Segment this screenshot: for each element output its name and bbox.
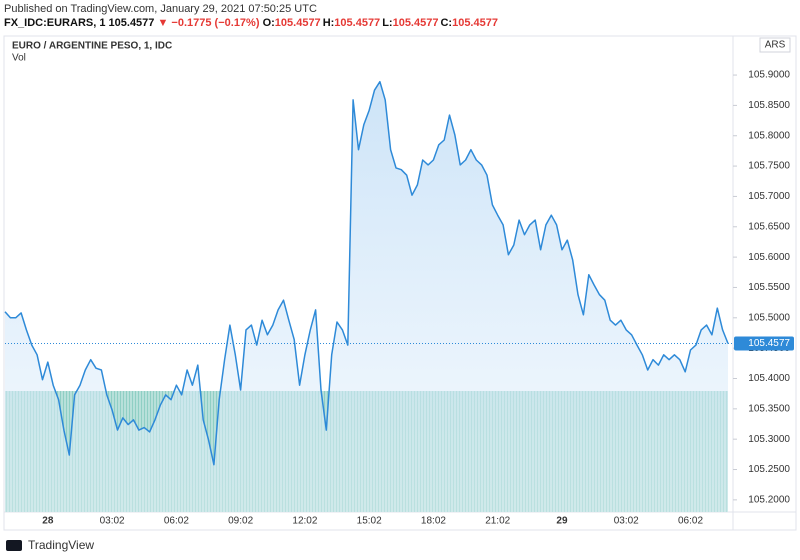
y-tick-label: 105.8500 [748,100,790,111]
x-tick-label: 28 [42,516,54,527]
ohlc-value: 105.4577 [452,17,498,29]
y-tick-label: 105.7000 [748,191,790,202]
x-tick-label: 15:02 [357,516,382,527]
ohlc-value: 105.4577 [392,17,439,29]
ohlc-label: C: [440,17,453,29]
unit-label: ARS [765,40,786,51]
y-tick-label: 105.3500 [748,403,790,414]
area-fill [5,81,728,512]
y-tick-label: 105.2500 [748,464,790,475]
y-tick-label: 105.4000 [748,373,790,384]
x-tick-label: 03:02 [614,516,639,527]
ohlc-value: 105.4577 [334,17,381,29]
y-tick-label: 105.6500 [748,221,790,232]
volume-label: Vol [12,53,26,64]
logo [6,540,22,551]
x-tick-label: 06:02 [678,516,703,527]
y-tick-label: 105.9000 [748,70,790,81]
x-tick-label: 06:02 [164,516,189,527]
brand: TradingView [28,538,94,552]
x-tick-label: 21:02 [485,516,510,527]
x-tick-label: 18:02 [421,516,446,527]
y-tick-label: 105.6000 [748,252,790,263]
y-tick-label: 105.5000 [748,312,790,323]
y-tick-label: 105.5500 [748,282,790,293]
y-tick-label: 105.3000 [748,434,790,445]
symbol-line: FX_IDC:EURARS, 1 105.4577 ▼ −0.1775 (−0.… [4,17,500,29]
x-tick-label: 03:02 [100,516,125,527]
ohlc: O:105.4577 H:105.4577 L:105.4577 C:105.4577 [263,17,500,29]
ohlc-value: 105.4577 [274,17,321,29]
change: ▼ −0.1775 (−0.17%) [157,17,260,29]
symbol: FX_IDC:EURARS, 1 [4,17,106,29]
ohlc-label: L: [382,17,393,29]
published-line: Published on TradingView.com, January 29… [4,3,317,15]
ohlc-label: H: [322,17,335,29]
y-tick-label: 105.7500 [748,161,790,172]
x-tick-label: 12:02 [292,516,317,527]
y-tick-label: 105.8000 [748,130,790,141]
price: 105.4577 [108,17,155,29]
frame [3,35,797,531]
ohlc-label: O: [262,17,275,29]
last-price-label: 105.4577 [748,338,790,349]
price-line [4,80,729,466]
last-price-box [734,336,794,351]
x-tick-label: 29 [556,516,568,527]
unit-box [759,37,791,53]
x-tick-label: 09:02 [228,516,253,527]
chart-title: EURO / ARGENTINE PESO, 1, IDC [12,41,172,52]
y-tick-label: 105.2000 [748,495,790,506]
